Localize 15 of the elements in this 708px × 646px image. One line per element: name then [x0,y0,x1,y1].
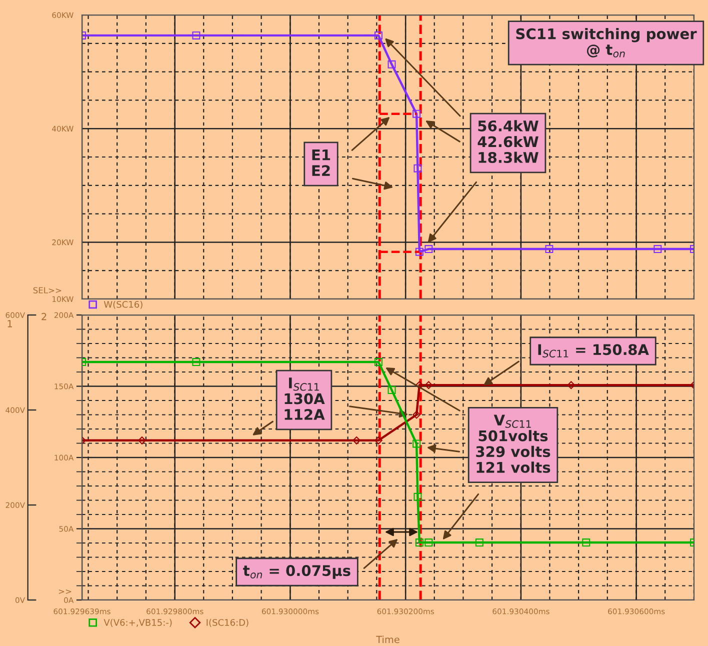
annotation: 56.4kW 42.6kW 18.3kW [478,120,538,164]
legend-label: V(V6:+,VB15:-) [104,618,172,627]
text: SEL>> [33,287,62,294]
annotation: V$_{SC11}$ 501volts 329 volts 121 volts [476,414,550,473]
annotation: I$_{SC11}$ 130A 112A [284,378,325,420]
y2-axis-title: 1 [8,320,12,328]
annotation: I$_{SC11}$ = 150.8A [538,344,649,358]
x-axis-title: Time [376,636,400,644]
y-axis-title: 2 [42,312,46,320]
annotation: E1 E2 [312,150,330,176]
annotation: t$_{on}$ = 0.075µs [243,565,350,579]
legend-label: W(SC16) [104,300,142,309]
annotation: SC11 switching power @ t$_{on}$ [516,28,697,58]
legend-label: I(SC16:D) [206,618,248,627]
text: >> [58,589,72,594]
